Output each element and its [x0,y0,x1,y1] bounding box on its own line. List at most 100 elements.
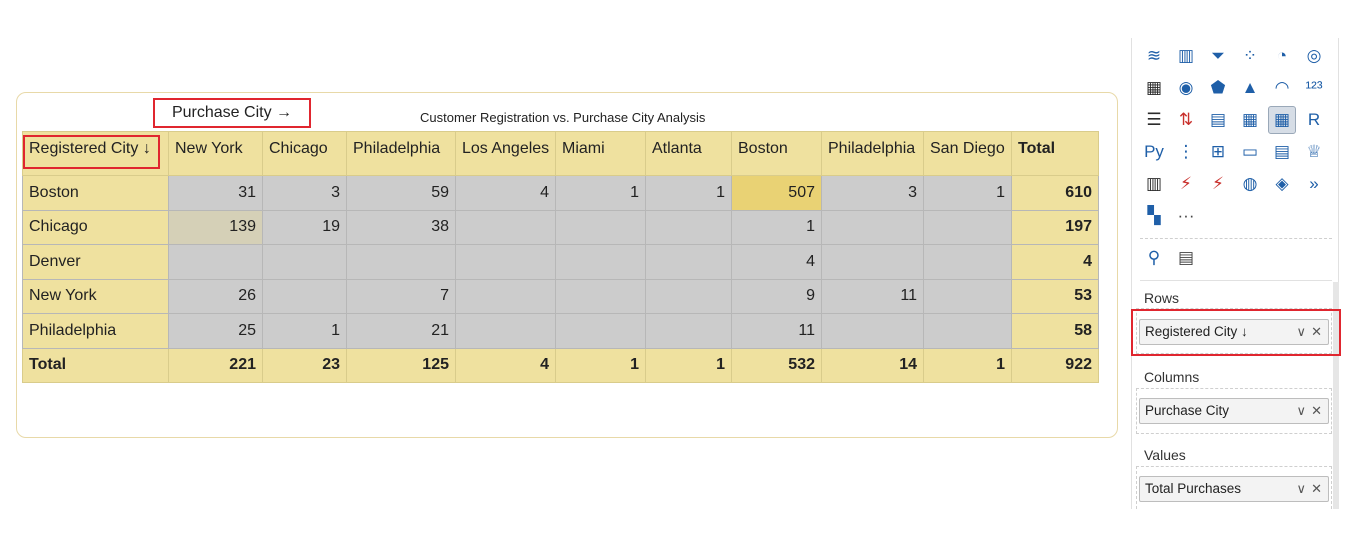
close-icon[interactable]: ✕ [1311,403,1322,418]
columns-field-pill[interactable]: Purchase City ∨ ✕ [1139,398,1329,424]
paginated-report-icon[interactable]: ▥ [1145,174,1163,193]
total-column-header[interactable]: Total [1011,131,1099,176]
treemap-icon[interactable]: ▦ [1145,78,1163,97]
table-icon[interactable]: ▦ [1241,110,1259,129]
scatter-chart-icon[interactable]: ⁘ [1242,46,1258,65]
column-header[interactable]: Boston [731,131,822,176]
column-header[interactable]: Chicago [262,131,347,176]
column-total[interactable]: 23 [262,347,347,383]
value-cell[interactable] [821,313,924,349]
column-total[interactable]: 14 [821,347,924,383]
value-cell[interactable]: 1 [262,313,347,349]
value-cell[interactable]: 19 [262,209,347,245]
column-header[interactable]: New York [168,131,263,176]
value-cell[interactable] [923,209,1012,245]
column-header[interactable]: San Diego [923,131,1012,176]
matrix-icon[interactable]: ▦ [1268,106,1296,134]
search-icon[interactable]: ⚲ [1147,248,1161,267]
waterfall-chart-icon[interactable]: ▥ [1177,46,1195,65]
value-cell[interactable] [555,278,646,314]
pane-scrollbar[interactable] [1333,282,1339,509]
value-cell[interactable] [923,313,1012,349]
power-apps-icon[interactable]: ⚡ [1180,174,1192,193]
ribbon-chart-icon[interactable]: ≋ [1146,46,1162,65]
value-cell[interactable]: 1 [923,175,1012,211]
narrative-icon[interactable]: ▤ [1273,142,1291,161]
column-total[interactable]: 1 [645,347,732,383]
value-cell-highlight[interactable]: 507 [731,175,822,211]
value-cell[interactable]: 7 [346,278,456,314]
row-total[interactable]: 610 [1011,175,1099,211]
row-total[interactable]: 53 [1011,278,1099,314]
chevron-down-icon[interactable]: ∨ [1296,403,1306,418]
column-total[interactable]: 125 [346,347,456,383]
value-cell[interactable] [645,313,732,349]
key-influencers-icon[interactable]: ⋮ [1177,142,1195,161]
value-cell[interactable] [168,244,263,280]
pie-chart-icon[interactable]: ◔ [1276,46,1288,65]
column-header[interactable]: Atlanta [645,131,732,176]
row-header[interactable]: Chicago [22,209,169,245]
columns-well[interactable] [1136,388,1332,434]
ellipsis-icon[interactable]: ··· [1177,206,1195,225]
gauge-icon[interactable]: ◠ [1274,78,1290,97]
value-cell[interactable]: 3 [262,175,347,211]
chevron-down-icon[interactable]: ∨ [1296,324,1306,339]
value-cell[interactable]: 1 [645,175,732,211]
card-icon[interactable]: ¹²³ [1305,78,1323,97]
value-cell[interactable]: 4 [731,244,822,280]
value-cell-highlight[interactable]: 139 [168,209,263,245]
value-cell[interactable]: 38 [346,209,456,245]
slicer-icon[interactable]: ▤ [1209,110,1227,129]
value-cell[interactable]: 4 [455,175,556,211]
azure-map-icon[interactable]: ▲ [1241,78,1259,97]
row-header[interactable]: Boston [22,175,169,211]
map-icon[interactable]: ◉ [1178,78,1194,97]
kpi-icon[interactable]: ⇅ [1178,110,1194,129]
value-cell[interactable]: 31 [168,175,263,211]
row-total[interactable]: 58 [1011,313,1099,349]
value-cell[interactable] [262,278,347,314]
rows-field-pill[interactable]: Registered City ↓ ∨ ✕ [1139,319,1329,345]
value-cell[interactable]: 59 [346,175,456,211]
value-cell[interactable] [645,278,732,314]
decomposition-tree-icon[interactable]: ⊞ [1210,142,1226,161]
value-cell[interactable]: 25 [168,313,263,349]
grand-total-label[interactable]: Total [22,347,169,383]
value-cell[interactable] [555,313,646,349]
multi-row-card-icon[interactable]: ☰ [1146,110,1162,129]
value-cell[interactable] [645,244,732,280]
row-header[interactable]: Denver [22,244,169,280]
grand-total-value[interactable]: 922 [1011,347,1099,383]
value-cell[interactable] [455,278,556,314]
power-apps-diamond-icon[interactable]: ◈ [1275,174,1289,193]
format-icon[interactable]: ▤ [1177,248,1195,267]
value-cell[interactable]: 21 [346,313,456,349]
column-header[interactable]: Los Angeles [455,131,556,176]
values-field-pill[interactable]: Total Purchases ∨ ✕ [1139,476,1329,502]
python-visual-icon[interactable]: Py [1144,142,1164,161]
column-total[interactable]: 532 [731,347,822,383]
column-total[interactable]: 1 [923,347,1012,383]
value-cell[interactable]: 11 [731,313,822,349]
value-cell[interactable] [455,244,556,280]
close-icon[interactable]: ✕ [1311,481,1322,496]
values-well[interactable] [1136,466,1332,509]
more-visuals-icon[interactable]: ▚ [1147,206,1161,225]
donut-chart-icon[interactable]: ◎ [1306,46,1322,65]
power-automate-icon[interactable]: ⚡ [1212,174,1224,193]
arcgis-icon[interactable]: ◍ [1242,174,1258,193]
column-total[interactable]: 4 [455,347,556,383]
r-visual-icon[interactable]: R [1307,110,1321,129]
value-cell[interactable] [555,244,646,280]
chevron-down-icon[interactable]: ∨ [1296,481,1306,496]
value-cell[interactable] [262,244,347,280]
value-cell[interactable] [645,209,732,245]
goals-icon[interactable]: ♕ [1306,142,1322,161]
column-header[interactable]: Philadelphia [346,131,456,176]
value-cell[interactable] [346,244,456,280]
row-header[interactable]: Philadelphia [22,313,169,349]
value-cell[interactable]: 9 [731,278,822,314]
rows-well[interactable] [1136,308,1332,354]
row-total[interactable]: 4 [1011,244,1099,280]
